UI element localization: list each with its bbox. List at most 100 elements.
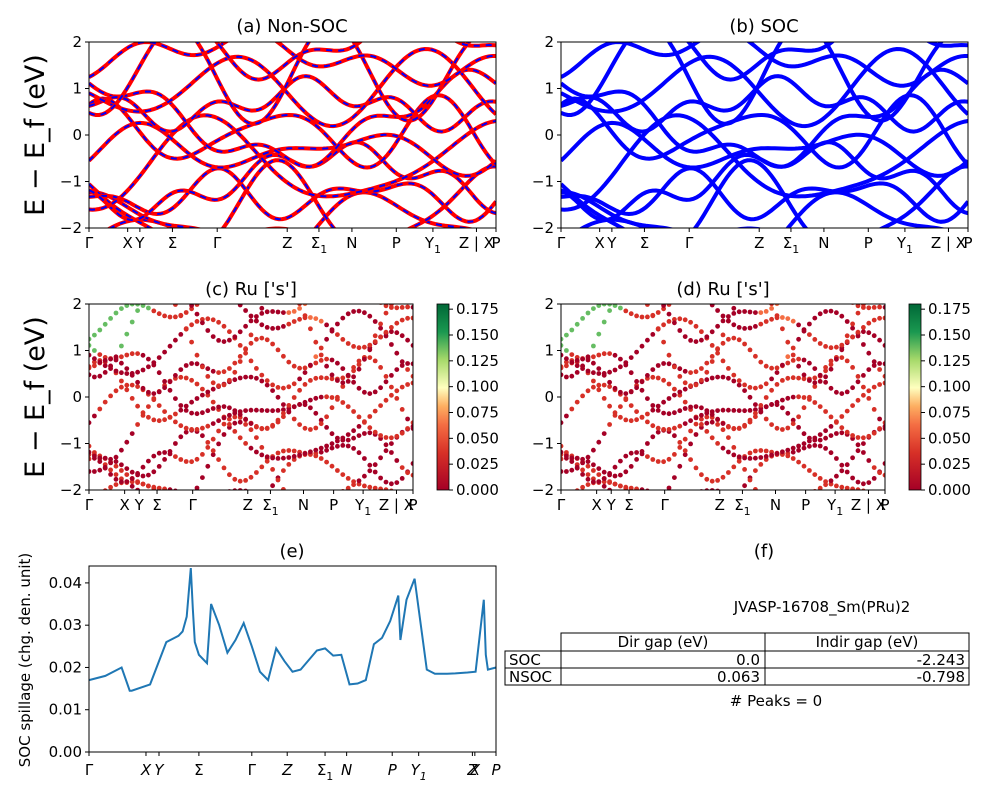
band-point: [726, 336, 731, 342]
band-point: [216, 428, 222, 434]
band-point: [335, 332, 340, 337]
band-point: [580, 484, 585, 490]
x-tick-label: Z: [243, 496, 253, 514]
band-point: [742, 309, 747, 314]
band-point: [119, 360, 124, 366]
band-point: [318, 394, 324, 400]
band-point: [655, 326, 661, 331]
band-point: [774, 382, 780, 387]
band-point: [753, 385, 758, 391]
band-point: [871, 407, 877, 412]
band-point: [753, 468, 758, 473]
band-point: [222, 518, 227, 523]
band-point: [146, 496, 151, 501]
band-point: [92, 450, 97, 455]
band-point: [146, 305, 151, 311]
band-point: [319, 501, 324, 506]
band-point: [178, 290, 183, 295]
band-point: [774, 304, 780, 307]
band-point: [601, 382, 607, 388]
band-point: [580, 271, 585, 276]
band-point: [715, 346, 720, 352]
band-point: [769, 316, 774, 322]
band-point: [362, 431, 367, 436]
band-point: [232, 488, 238, 490]
band-point: [151, 397, 157, 403]
band-point: [580, 467, 585, 473]
band-point: [801, 445, 807, 451]
band-point: [844, 339, 850, 344]
band-point: [378, 433, 383, 438]
band-point: [639, 451, 645, 457]
subscript: 1: [744, 505, 751, 518]
band-point: [704, 414, 710, 420]
band-point: [389, 441, 394, 446]
band-point: [607, 304, 612, 307]
band-point: [709, 435, 715, 441]
band-point: [173, 396, 178, 401]
band-point: [828, 481, 834, 487]
band-point: [329, 327, 335, 332]
band-point: [569, 467, 575, 473]
band-point: [790, 445, 796, 451]
band-point: [569, 459, 575, 464]
band-point: [394, 320, 400, 326]
y-tick-label: 0.00: [49, 743, 82, 761]
band-point: [709, 419, 715, 425]
band-point: [405, 291, 410, 296]
band-point: [801, 441, 807, 447]
band-point: [162, 506, 167, 511]
band-point: [362, 473, 367, 479]
x-tick-label: Z: [282, 234, 292, 252]
band-point: [324, 336, 329, 342]
band-point: [758, 310, 764, 315]
band-point: [839, 355, 845, 360]
band-point: [405, 361, 410, 366]
band-point: [156, 450, 162, 456]
band-point: [281, 385, 286, 391]
band-point: [682, 436, 688, 442]
band-point: [650, 367, 656, 372]
band-point: [340, 366, 346, 371]
band-point: [855, 374, 861, 379]
band-point: [146, 458, 151, 464]
band-point: [736, 309, 742, 315]
band-point: [817, 443, 823, 449]
band-point: [89, 420, 92, 426]
band-point: [264, 309, 270, 315]
band-point: [834, 456, 839, 461]
band-point: [248, 340, 254, 346]
band-point: [367, 425, 373, 431]
band-point: [356, 308, 362, 314]
x-tick-label: Y1: [896, 234, 913, 256]
band-point: [834, 389, 839, 395]
band-point: [151, 308, 157, 314]
band-point: [303, 526, 308, 531]
x-tick-label: Y: [606, 496, 617, 514]
band-point: [844, 358, 850, 364]
band-point: [286, 515, 291, 520]
band-point: [591, 354, 596, 360]
band-point: [699, 520, 704, 525]
band-point: [378, 403, 383, 408]
band-point: [248, 374, 254, 380]
band-point: [882, 315, 885, 321]
band-point: [801, 405, 807, 411]
band-point: [688, 492, 693, 497]
band-point: [200, 392, 205, 398]
band-point: [780, 362, 785, 368]
x-tick-label: Σ: [168, 234, 177, 252]
band-point: [655, 408, 661, 413]
band-point: [753, 455, 758, 461]
band-point: [612, 352, 618, 358]
band-point: [410, 304, 413, 310]
band-point: [254, 506, 259, 511]
band-point: [731, 408, 737, 413]
band-point: [758, 455, 764, 460]
band-point: [297, 523, 302, 528]
band-point: [699, 416, 704, 422]
y-tick-label: 1: [72, 342, 82, 360]
band-point: [216, 404, 222, 410]
band-point: [753, 414, 758, 420]
band-point: [178, 505, 183, 510]
